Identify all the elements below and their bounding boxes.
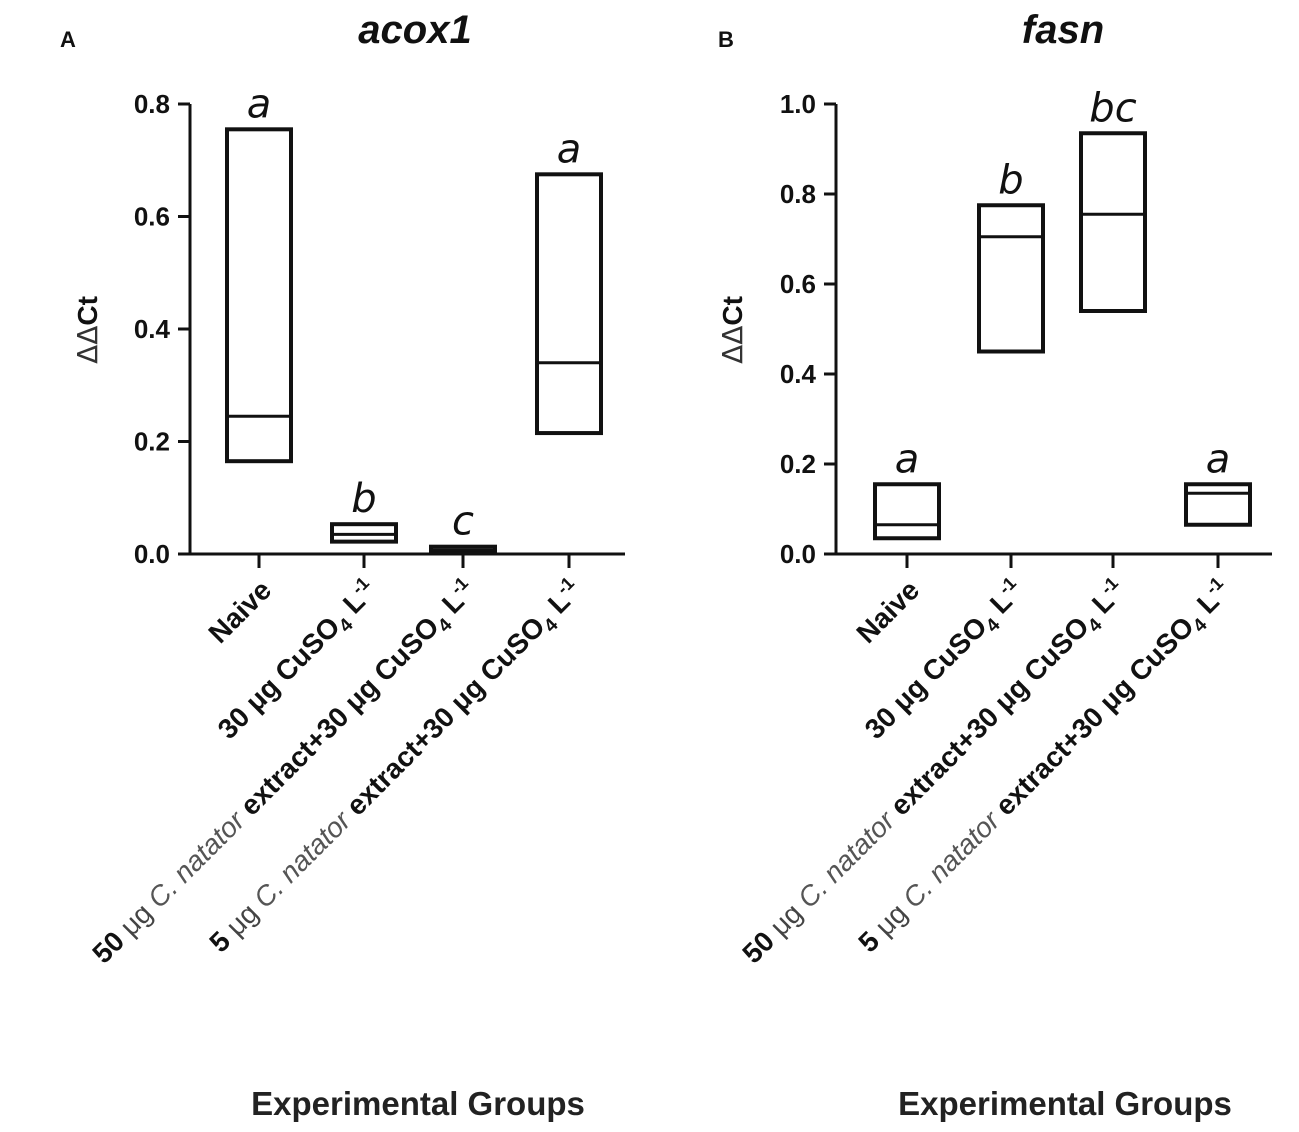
panel-a-significance-letter: b: [351, 476, 376, 522]
panel-a-y-tick-label: 0.8: [134, 89, 170, 119]
panel-a-title: acox1: [358, 8, 471, 52]
panel-a-y-tick-label: 0.0: [134, 539, 170, 569]
panel-a-y-tick-label: 0.2: [134, 427, 170, 457]
panel-a-box: [225, 127, 293, 464]
panel-b-x-axis-title: Experimental Groups: [898, 1085, 1232, 1122]
panel-b-label: B: [718, 27, 734, 52]
panel-b-category-label: 50 μg C. natator extract+30 μg CuSO4 L-1: [735, 573, 1136, 974]
panel-b-y-axis-label: ΔΔCt: [716, 296, 749, 364]
panel-b-x-ticks: [905, 554, 1220, 568]
panel-a-y-tick-label: 0.4: [134, 314, 171, 344]
panel-a-y-axis-label-ct: Ct: [72, 296, 103, 326]
panel-b-title: fasn: [1022, 8, 1104, 52]
panel-b-box: [873, 482, 941, 541]
panel-b-y-axis-label-delta: ΔΔ: [716, 326, 749, 364]
panel-b-box: [1079, 131, 1147, 313]
panel-b-box: [977, 203, 1045, 354]
panel-a-y-axis-label: ΔΔCt: [71, 296, 104, 364]
panel-b-category-label: Naive: [850, 574, 925, 649]
panel-a-category-label: 50 μg C. natator extract+30 μg CuSO4 L-1: [85, 573, 486, 974]
panel-a-y-axis-label-delta: ΔΔ: [71, 326, 104, 364]
panel-b-y-tick-label: 0.4: [780, 359, 817, 389]
panel-a-x-ticks: [257, 554, 571, 568]
panel-b-significance-letter: b: [998, 157, 1023, 203]
panel-b: B fasn ΔΔCt 0.0 0.2 0.4 0.6 0.8 1.0 a b bc a Nai…: [716, 8, 1272, 1122]
panel-a-significance-letter: a: [247, 81, 272, 127]
panel-b-significance-letter: a: [895, 436, 920, 482]
panel-a-significance-letter: c: [452, 499, 474, 545]
panel-b-significance-letter: bc: [1089, 85, 1136, 131]
panel-b-y-tick-label: 0.0: [780, 539, 816, 569]
panel-b-y-tick-label: 0.8: [780, 179, 816, 209]
panel-b-y-ticks: 0.0 0.2 0.4 0.6 0.8 1.0: [780, 89, 836, 569]
panel-a-box: [535, 172, 603, 436]
panel-a-category-label: 5 μg C. natator extract+30 μg CuSO4 L-1: [202, 573, 592, 963]
panel-b-category-label: 5 μg C. natator extract+30 μg CuSO4 L-1: [851, 573, 1241, 963]
panel-a-x-axis-title: Experimental Groups: [251, 1085, 585, 1122]
panel-a-y-ticks: 0.0 0.2 0.4 0.6 0.8: [134, 89, 190, 569]
panel-a-significance-letter: a: [557, 126, 582, 172]
panel-a-y-tick-label: 0.6: [134, 202, 170, 232]
panel-a-label: A: [60, 27, 76, 52]
panel-a-boxes: a b c a: [225, 81, 603, 555]
panel-b-y-tick-label: 0.6: [780, 269, 816, 299]
panel-b-boxes: a b bc a: [873, 85, 1252, 541]
panel-b-y-tick-label: 1.0: [780, 89, 816, 119]
panel-b-significance-letter: a: [1206, 436, 1231, 482]
panel-b-box: [1184, 482, 1252, 527]
panel-a: A acox1 ΔΔCt 0.0 0.2 0.4 0.6 0.8 a b c a Naive3…: [60, 8, 625, 1122]
panel-b-y-axis-label-ct: Ct: [717, 296, 748, 326]
panel-a-category-label: Naive: [202, 574, 277, 649]
panel-b-y-tick-label: 0.2: [780, 449, 816, 479]
